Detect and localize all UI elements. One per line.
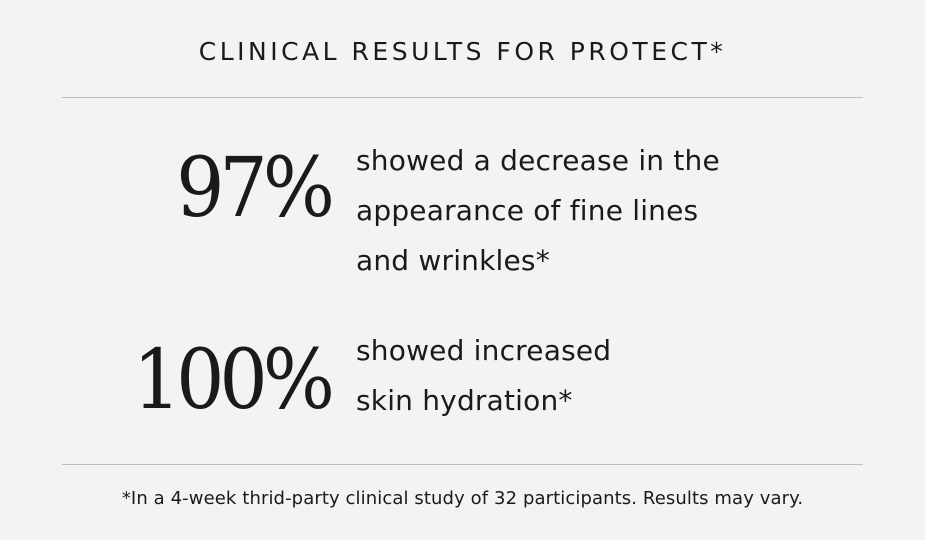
stat-description-line: appearance of fine lines [356,194,699,227]
page-title: CLINICAL RESULTS FOR PROTECT* [198,37,727,66]
stat-description: showed a decrease in the appearance of f… [356,136,876,286]
footnote: *In a 4-week thrid-party clinical study … [121,488,804,509]
stat-description-line: showed increased [356,334,612,367]
stat-description-line: and wrinkles* [356,244,550,277]
top-divider [62,97,863,98]
bottom-divider [62,464,863,465]
stat-description-line: showed a decrease in the [356,144,720,177]
stat-value: 97% [176,139,335,236]
stat-description-line: skin hydration* [356,384,573,417]
stat-value: 100% [132,331,335,428]
stat-description: showed increased skin hydration* [356,326,876,426]
